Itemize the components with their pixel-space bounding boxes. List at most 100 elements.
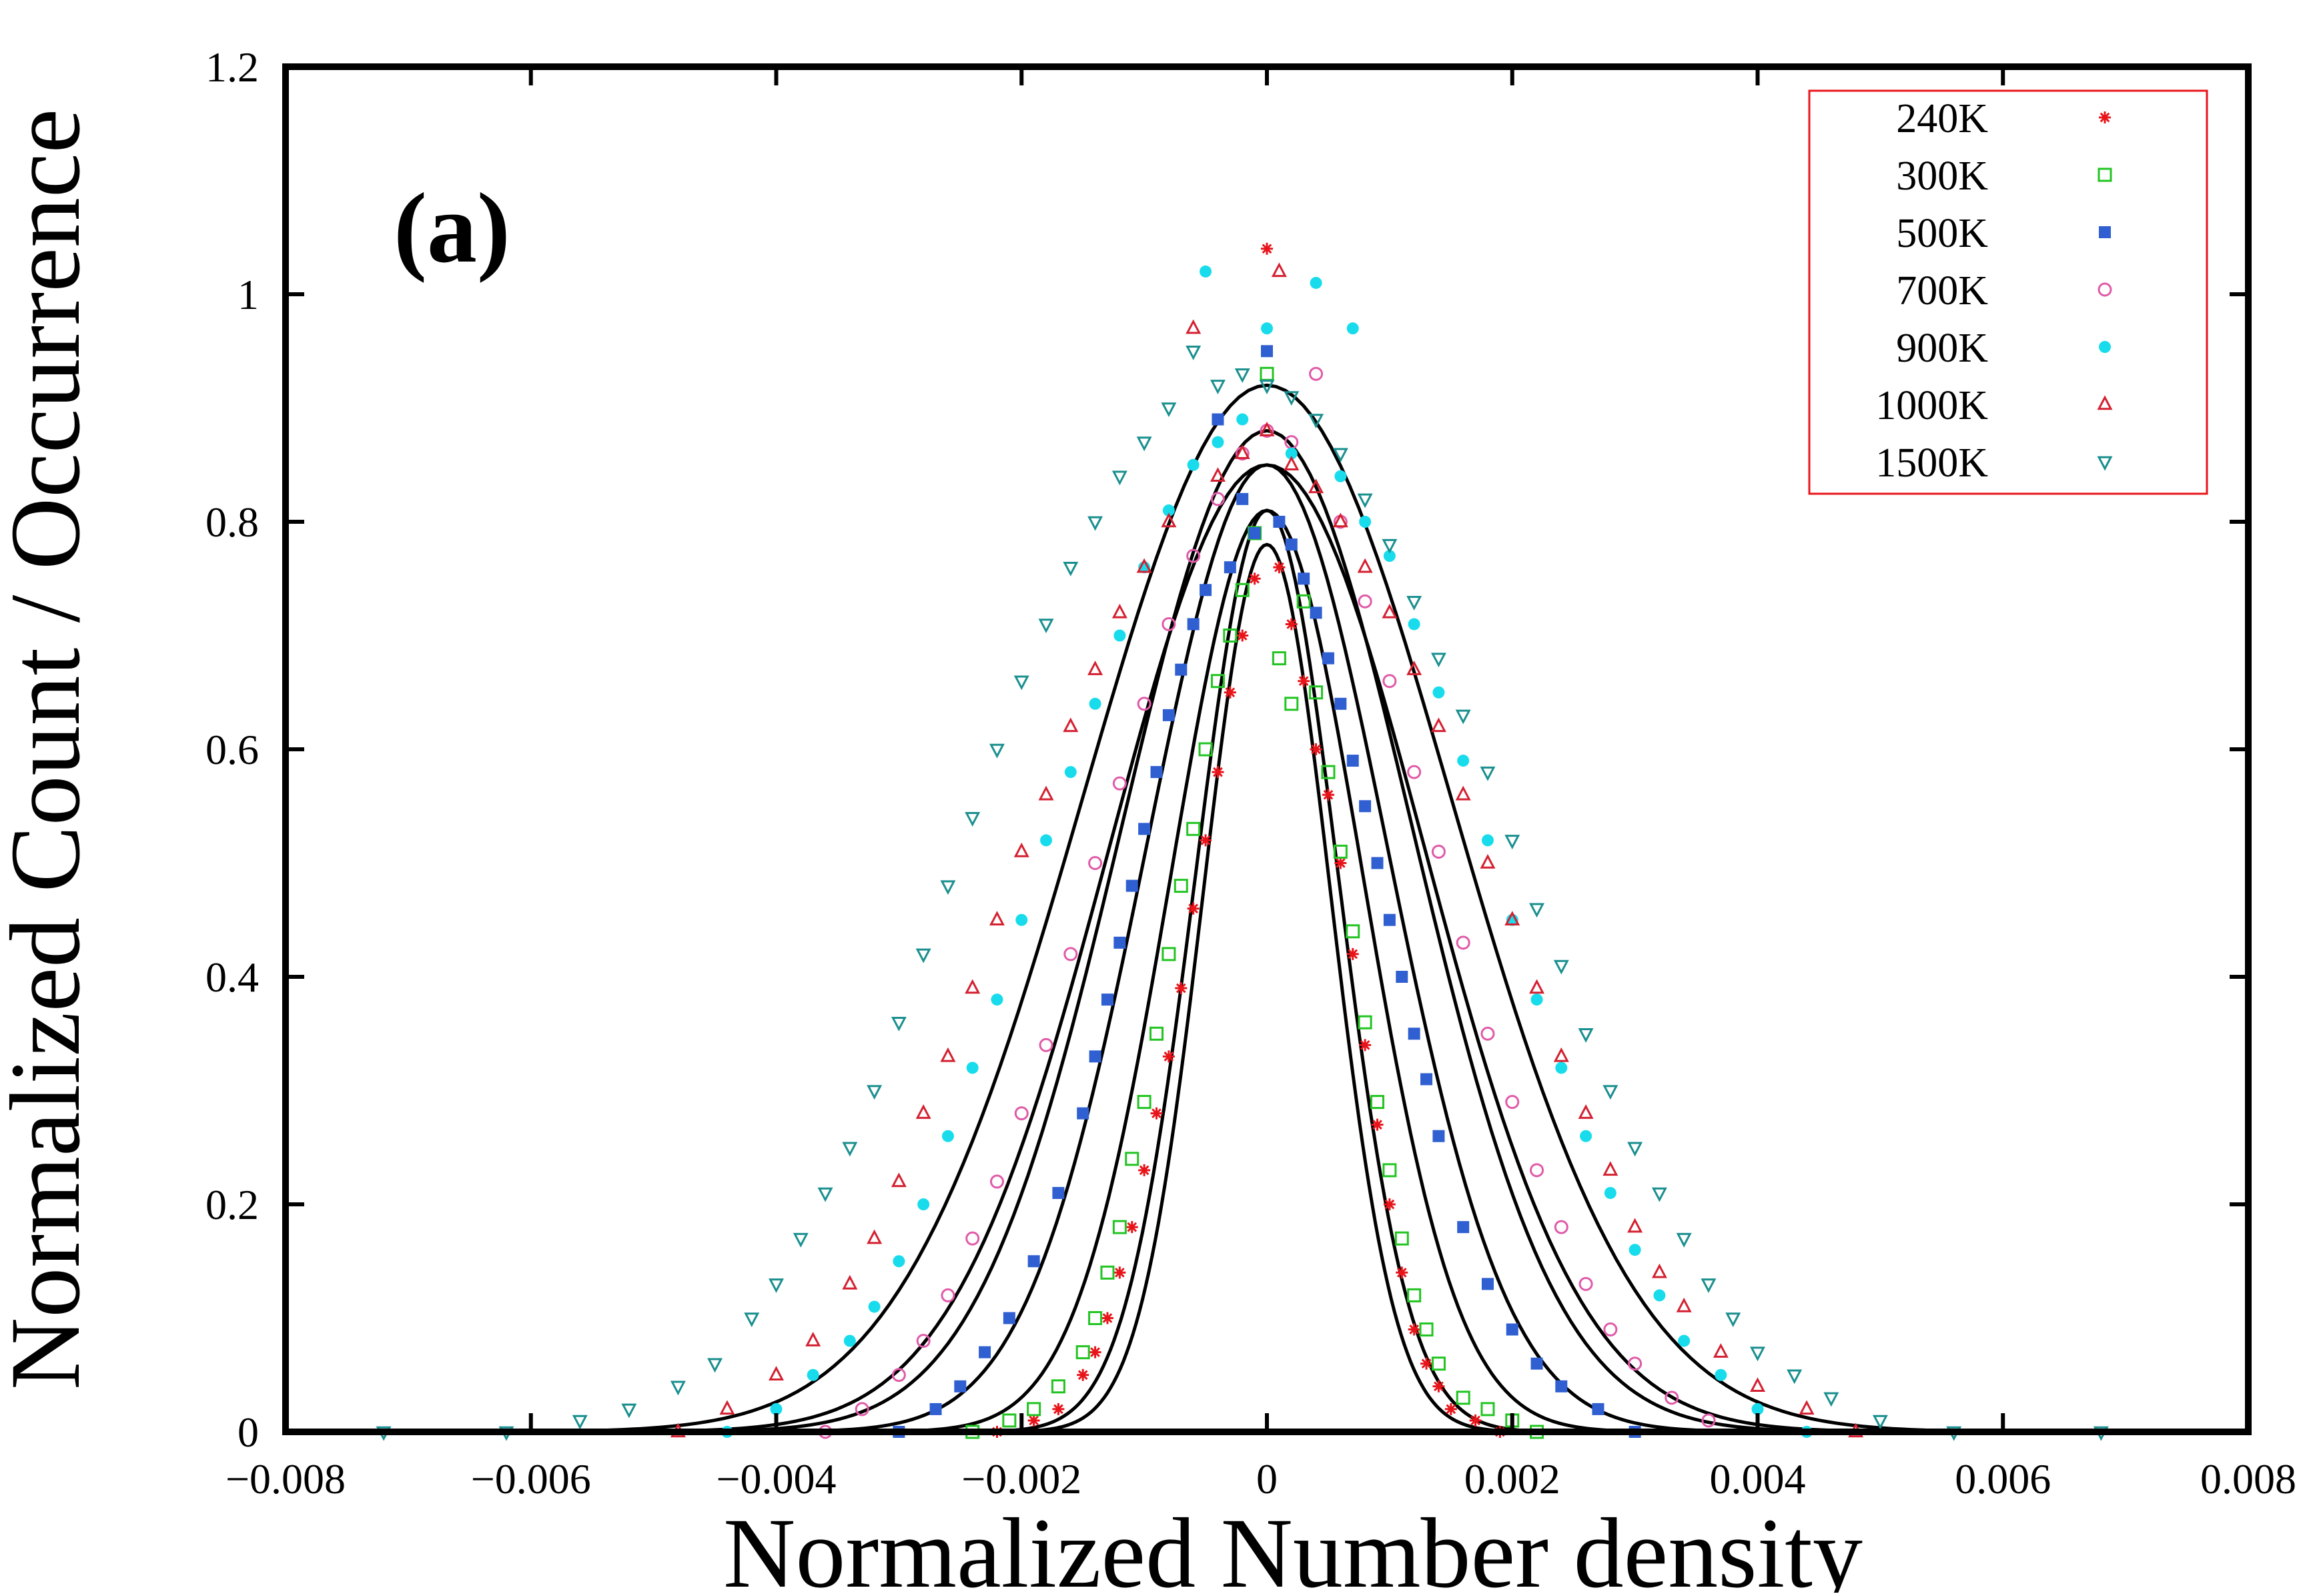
data-point (1125, 1221, 1138, 1234)
data-point (769, 1278, 784, 1293)
data-point (867, 1085, 883, 1100)
data-point (1027, 1414, 1040, 1427)
data-point (1322, 789, 1334, 801)
data-point (1676, 1232, 1692, 1248)
legend-label: 700K (1896, 268, 1988, 314)
data-point (1100, 1265, 1115, 1280)
data-point (1480, 766, 1496, 781)
data-point (1382, 538, 1398, 554)
y-tick-label: 1.2 (205, 43, 259, 91)
data-point (1223, 629, 1238, 643)
data-point (1455, 785, 1471, 801)
data-point (1322, 652, 1334, 665)
data-point (1040, 834, 1053, 847)
data-point (991, 993, 1003, 1006)
data-point (1111, 603, 1127, 619)
data-point (1480, 1402, 1495, 1417)
data-point (1665, 1390, 1679, 1405)
data-point (1578, 1028, 1594, 1043)
data-point (1321, 765, 1336, 779)
legend: 240K 300K 500K 700K 900K 1000K 1500K (1808, 89, 2208, 495)
x-tick-label: 0.008 (2200, 1455, 2296, 1503)
data-point (1529, 979, 1545, 994)
data-point (1013, 842, 1029, 857)
data-point (1075, 1345, 1090, 1360)
legend-label: 300K (1896, 153, 1988, 199)
data-point (1089, 1346, 1101, 1358)
data-point (1014, 1106, 1029, 1121)
data-point (1506, 1323, 1518, 1336)
data-point (1284, 391, 1300, 406)
data-point (891, 1172, 907, 1188)
data-point (1162, 947, 1176, 961)
data-point (842, 1142, 858, 1157)
series-500K (893, 345, 1641, 1438)
data-point (1236, 629, 1249, 642)
data-point (1088, 1311, 1103, 1325)
data-point (1309, 685, 1324, 700)
data-point (1187, 618, 1200, 631)
data-point (1210, 380, 1226, 394)
data-point (1505, 1095, 1520, 1110)
data-point (1578, 1104, 1594, 1119)
data-point (1371, 1118, 1384, 1131)
data-point (1200, 834, 1212, 847)
data-point (1310, 276, 1322, 289)
data-point (915, 948, 931, 963)
legend-marker (2099, 226, 2111, 238)
data-point (1137, 697, 1151, 711)
data-point (1370, 1095, 1384, 1110)
data-point (1787, 1369, 1803, 1384)
data-point (1750, 1346, 1765, 1362)
data-point (1383, 913, 1396, 926)
data-point (1236, 413, 1249, 426)
data-point (1015, 913, 1028, 926)
data-point (891, 1016, 907, 1032)
data-point (1359, 516, 1372, 528)
data-point (572, 1415, 588, 1430)
legend-label: 900K (1896, 326, 1988, 371)
data-point (1382, 603, 1398, 619)
data-point (719, 1400, 735, 1415)
data-point (1383, 550, 1396, 562)
data-point (1406, 596, 1422, 611)
data-point (1039, 1038, 1053, 1052)
data-point (1234, 444, 1250, 459)
data-point (1261, 242, 1273, 255)
legend-marker (2098, 282, 2112, 297)
data-point (1592, 1403, 1604, 1415)
data-point (855, 1402, 869, 1417)
data-point (1530, 1163, 1544, 1178)
data-point (1651, 1263, 1667, 1278)
data-point (1715, 1368, 1727, 1381)
legend-label: 500K (1896, 211, 1988, 256)
data-point (1138, 823, 1151, 835)
data-point (1725, 1312, 1741, 1328)
data-point (1394, 1231, 1409, 1246)
data-point (1407, 765, 1422, 779)
data-point (1125, 1152, 1139, 1166)
data-point (1162, 709, 1175, 721)
data-point (1382, 674, 1397, 689)
y-tick-label: 1 (238, 271, 259, 318)
data-point (915, 1104, 931, 1119)
data-point (1334, 697, 1347, 710)
data-point (1310, 743, 1322, 755)
data-point (1273, 561, 1286, 574)
x-tick-label: −0.006 (471, 1455, 591, 1503)
data-point (1444, 1403, 1457, 1415)
data-point (1186, 548, 1201, 563)
data-point (1481, 834, 1494, 847)
data-point (1629, 1244, 1641, 1256)
data-point (1456, 1390, 1470, 1405)
data-point (1713, 1343, 1729, 1358)
data-point (1284, 456, 1300, 470)
data-point (1420, 1073, 1433, 1086)
x-tick-label: −0.008 (225, 1455, 346, 1503)
data-point (940, 880, 956, 895)
data-point (1481, 1278, 1494, 1290)
data-point (1064, 766, 1077, 779)
data-point (1332, 448, 1348, 463)
data-point (1027, 1402, 1041, 1417)
